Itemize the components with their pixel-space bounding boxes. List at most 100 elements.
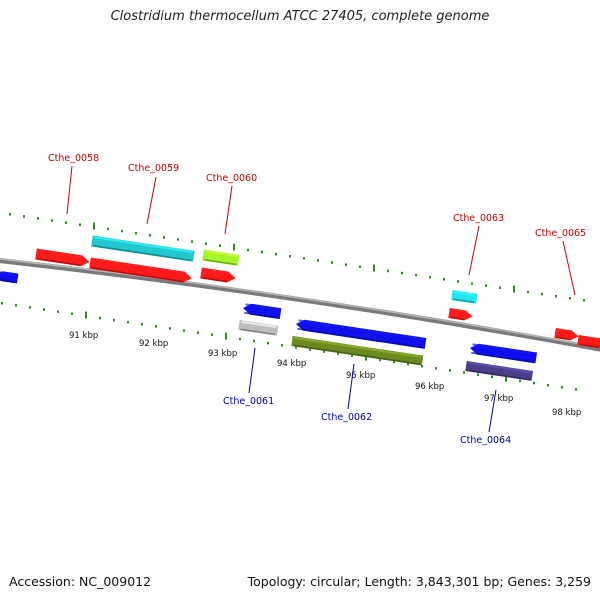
genome-summary-text: Topology: circular; Length: 3,843,301 bp…	[247, 574, 591, 589]
scale-label: 98 kbp	[552, 408, 581, 418]
scale-label: 95 kbp	[346, 371, 375, 381]
scale-tick	[499, 286, 501, 289]
scale-tick	[85, 311, 87, 319]
scale-tick	[121, 229, 123, 233]
scale-tick	[527, 290, 529, 294]
scale-tick	[457, 280, 459, 283]
scale-tick	[267, 341, 269, 345]
scale-tick	[15, 304, 17, 307]
scale-label: 92 kbp	[139, 339, 168, 349]
genome-backbone	[0, 258, 600, 352]
scale-tick	[485, 284, 487, 287]
gene-label[interactable]: Cthe_0064	[460, 435, 511, 446]
scale-tick	[239, 337, 241, 341]
scale-tick	[163, 236, 165, 239]
scale-tick	[561, 386, 563, 389]
scale-tick	[533, 381, 535, 385]
scale-tick	[23, 215, 25, 218]
scale-tick	[9, 213, 11, 216]
gene-leader-line	[66, 165, 73, 215]
gene-leader-line	[347, 363, 355, 410]
scale-tick	[401, 271, 403, 275]
scale-tick	[449, 369, 451, 372]
scale-tick	[281, 344, 283, 347]
scale-tick	[149, 234, 151, 237]
scale-tick	[373, 264, 375, 272]
scale-label: 97 kbp	[484, 394, 513, 404]
gene-arrow[interactable]	[0, 270, 19, 284]
scale-label: 91 kbp	[69, 331, 98, 341]
gene-label[interactable]: Cthe_0060	[206, 173, 257, 184]
scale-tick	[421, 365, 423, 368]
scale-tick	[191, 240, 193, 243]
scale-tick	[57, 310, 59, 313]
gene-arrow[interactable]	[35, 248, 90, 268]
scale-tick	[303, 257, 305, 260]
scale-tick	[253, 339, 255, 343]
scale-tick	[51, 219, 53, 222]
scale-tick	[575, 388, 577, 391]
scale-tick	[225, 332, 227, 340]
scale-tick	[555, 294, 557, 298]
scale-tick	[541, 292, 543, 296]
scale-tick	[135, 231, 137, 235]
scale-tick	[351, 354, 353, 357]
gene-label[interactable]: Cthe_0058	[48, 153, 99, 164]
gene-arrow[interactable]	[295, 319, 427, 349]
gene-arrow[interactable]	[469, 343, 538, 364]
scale-label: 94 kbp	[277, 359, 306, 369]
scale-tick	[331, 261, 333, 264]
gene-arrow[interactable]	[554, 328, 579, 341]
scale-tick	[295, 346, 297, 349]
scale-tick	[323, 350, 325, 353]
gene-arrow[interactable]	[91, 235, 195, 262]
gene-arrow[interactable]	[291, 336, 424, 366]
scale-tick	[407, 362, 409, 366]
gene-label[interactable]: Cthe_0059	[128, 163, 179, 174]
scale-tick	[345, 263, 347, 266]
gene-arrow[interactable]	[202, 249, 240, 266]
scale-tick	[359, 265, 361, 268]
gene-label[interactable]: Cthe_0063	[453, 213, 504, 224]
scale-tick	[309, 348, 311, 351]
gene-label[interactable]: Cthe_0062	[321, 412, 372, 423]
gene-arrow[interactable]	[577, 335, 600, 349]
scale-tick	[513, 285, 515, 293]
gene-features	[0, 235, 600, 381]
gene-arrow[interactable]	[242, 303, 282, 320]
scale-tick	[197, 331, 199, 334]
gene-label[interactable]: Cthe_0061	[223, 396, 274, 407]
gene-arrow[interactable]	[238, 320, 279, 336]
scale-tick	[141, 323, 143, 326]
scale-tick	[415, 273, 417, 277]
scale-label: 93 kbp	[208, 349, 237, 359]
gene-leader-line	[562, 240, 576, 296]
gene-arrow[interactable]	[451, 290, 478, 304]
scale-tick	[505, 374, 507, 382]
scale-tick	[107, 227, 109, 231]
scale-tick	[233, 243, 235, 251]
gene-arrow[interactable]	[448, 308, 473, 321]
scale-tick	[219, 244, 221, 247]
scale-tick	[113, 318, 115, 322]
gene-arrow[interactable]	[200, 267, 236, 284]
gene-label[interactable]: Cthe_0065	[535, 228, 586, 239]
gene-arrow[interactable]	[89, 257, 192, 284]
gene-arrow[interactable]	[465, 361, 534, 381]
scale-tick	[261, 250, 263, 254]
gene-labels: Cthe_0058 Cthe_0059 Cthe_0060 Cthe_0061 Cthe…	[48, 153, 586, 446]
scale-label: 96 kbp	[415, 382, 444, 392]
scale-ticks	[1, 213, 585, 391]
scale-tick	[155, 325, 157, 328]
scale-tick	[211, 333, 213, 336]
scale-tick	[429, 276, 431, 279]
scale-labels: 91 kbp 92 kbp 93 kbp 94 kbp 95 kbp 96 kbp 97 k…	[69, 331, 581, 418]
scale-tick	[205, 242, 207, 245]
scale-tick	[519, 379, 521, 383]
scale-tick	[443, 278, 445, 281]
genome-title: Clostridium thermocellum ATCC 27405, com…	[110, 9, 490, 24]
gene-leader-line	[224, 185, 233, 235]
scale-tick	[317, 259, 319, 262]
gene-leader-line	[468, 225, 480, 276]
gene-leader-line	[248, 347, 256, 394]
